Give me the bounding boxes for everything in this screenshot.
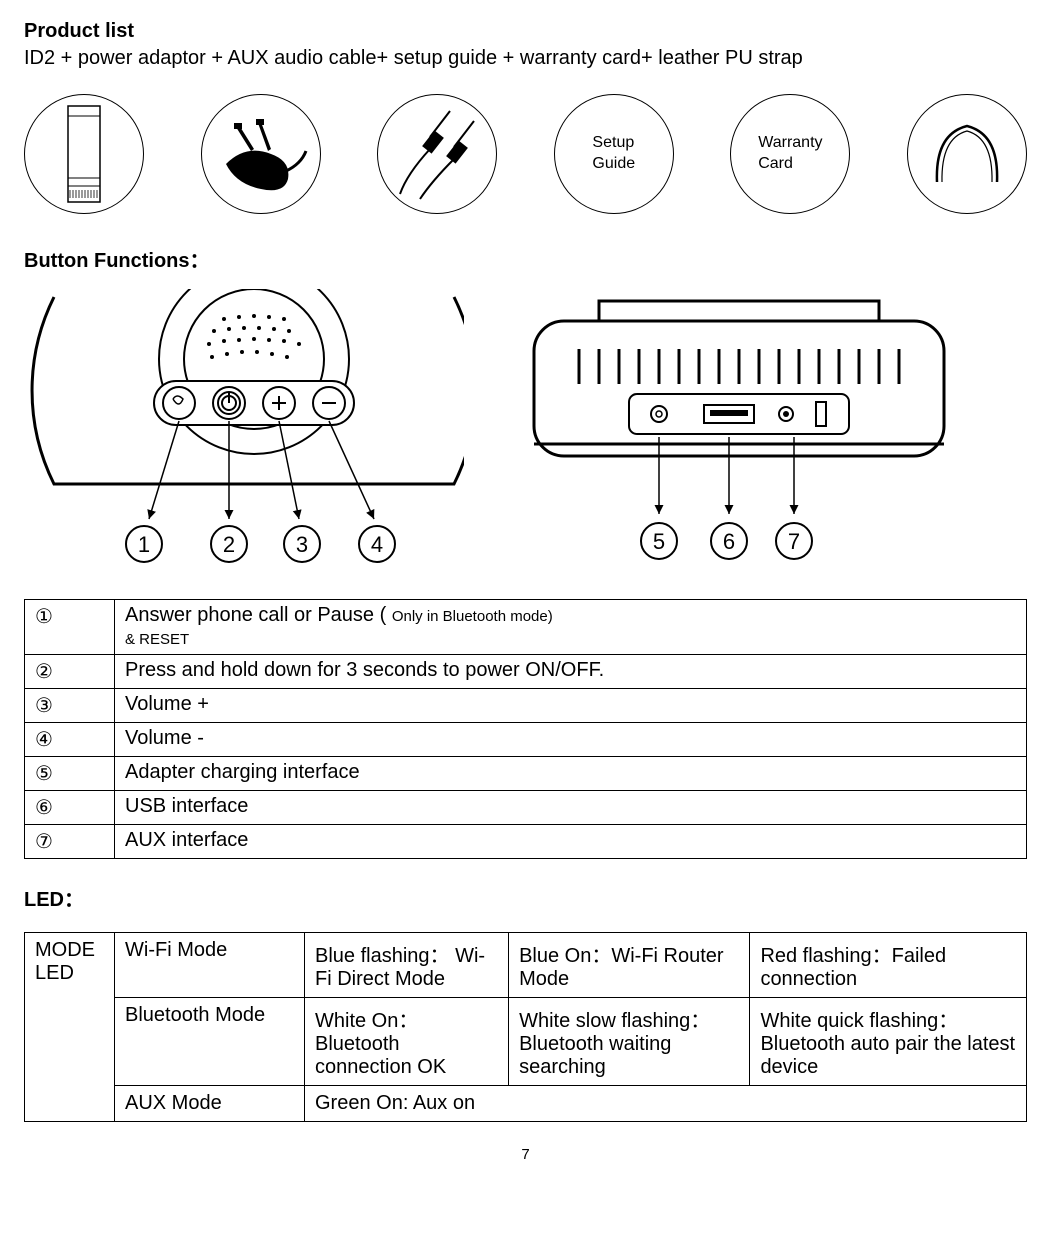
table-row: AUX Mode Green On: Aux on bbox=[25, 1086, 1027, 1122]
svg-text:1: 1 bbox=[138, 532, 150, 557]
table-row: MODE LED Wi-Fi Mode Blue flashing： Wi-Fi… bbox=[25, 933, 1027, 998]
btn-num-7: ⑦ bbox=[25, 825, 115, 859]
led-table: MODE LED Wi-Fi Mode Blue flashing： Wi-Fi… bbox=[24, 932, 1027, 1122]
table-row: ① Answer phone call or Pause ( Only in B… bbox=[25, 600, 1027, 655]
btn-desc-7: AUX interface bbox=[115, 825, 1027, 859]
led-wifi-c1: Blue flashing： Wi-Fi Direct Mode bbox=[305, 933, 509, 998]
led-wifi-c3: Red flashing：Failed connection bbox=[750, 933, 1027, 998]
svg-text:2: 2 bbox=[223, 532, 235, 557]
table-row: ③ Volume + bbox=[25, 689, 1027, 723]
btn-num-4: ④ bbox=[25, 723, 115, 757]
led-heading: LED： bbox=[24, 883, 1027, 912]
table-row: ② Press and hold down for 3 seconds to p… bbox=[25, 655, 1027, 689]
id2-icon bbox=[24, 94, 144, 214]
table-row: ⑤ Adapter charging interface bbox=[25, 757, 1027, 791]
setup-guide-icon: Setup Guide bbox=[554, 94, 674, 214]
svg-text:5: 5 bbox=[653, 529, 665, 554]
button-function-table: ① Answer phone call or Pause ( Only in B… bbox=[24, 599, 1027, 859]
table-row: ⑦ AUX interface bbox=[25, 825, 1027, 859]
setup-guide-text-1: Setup bbox=[592, 134, 634, 151]
btn-num-2: ② bbox=[25, 655, 115, 689]
strap-icon bbox=[907, 94, 1027, 214]
product-icon-row: Setup Guide Warranty Card bbox=[24, 94, 1027, 214]
led-wifi-c2: Blue On：Wi-Fi Router Mode bbox=[509, 933, 750, 998]
btn-desc-1: Answer phone call or Pause ( Only in Blu… bbox=[115, 600, 1027, 655]
svg-text:6: 6 bbox=[723, 529, 735, 554]
svg-text:3: 3 bbox=[296, 532, 308, 557]
product-list-desc: ID2 + power adaptor + AUX audio cable+ s… bbox=[24, 47, 1027, 70]
svg-text:4: 4 bbox=[371, 532, 383, 557]
btn-num-5: ⑤ bbox=[25, 757, 115, 791]
btn-num-6: ⑥ bbox=[25, 791, 115, 825]
power-adaptor-icon bbox=[201, 94, 321, 214]
led-mode-aux: AUX Mode bbox=[115, 1086, 305, 1122]
led-bt-c2: White slow flashing：Bluetooth waiting se… bbox=[509, 998, 750, 1086]
btn-desc-5: Adapter charging interface bbox=[115, 757, 1027, 791]
led-bt-c3: White quick flashing：Bluetooth auto pair… bbox=[750, 998, 1027, 1086]
led-bt-c1: White On：Bluetooth connection OK bbox=[305, 998, 509, 1086]
btn-num-1: ① bbox=[25, 600, 115, 655]
setup-guide-text-2: Guide bbox=[592, 155, 635, 172]
svg-text:7: 7 bbox=[788, 529, 800, 554]
btn-desc-3: Volume + bbox=[115, 689, 1027, 723]
table-row: Bluetooth Mode White On：Bluetooth connec… bbox=[25, 998, 1027, 1086]
warranty-card-icon: Warranty Card bbox=[730, 94, 850, 214]
btn-desc-2: Press and hold down for 3 seconds to pow… bbox=[115, 655, 1027, 689]
button-functions-heading: Button Functions： bbox=[24, 244, 1027, 273]
top-view-diagram: 1 2 3 4 bbox=[24, 289, 464, 569]
btn-desc-4: Volume - bbox=[115, 723, 1027, 757]
side-view-diagram: 5 6 7 bbox=[524, 289, 954, 569]
led-mode-bt: Bluetooth Mode bbox=[115, 998, 305, 1086]
btn-num-3: ③ bbox=[25, 689, 115, 723]
page-number: 7 bbox=[24, 1146, 1027, 1163]
table-row: ④ Volume - bbox=[25, 723, 1027, 757]
warranty-text-2: Card bbox=[758, 155, 793, 172]
warranty-text-1: Warranty bbox=[758, 134, 822, 151]
aux-cable-icon bbox=[377, 94, 497, 214]
table-row: ⑥ USB interface bbox=[25, 791, 1027, 825]
btn-desc-6: USB interface bbox=[115, 791, 1027, 825]
product-list-heading: Product list bbox=[24, 20, 1027, 43]
led-mode-wifi: Wi-Fi Mode bbox=[115, 933, 305, 998]
led-aux-c1: Green On: Aux on bbox=[305, 1086, 1027, 1122]
led-label: MODE LED bbox=[25, 933, 115, 1122]
button-diagrams: 1 2 3 4 bbox=[24, 289, 1027, 569]
